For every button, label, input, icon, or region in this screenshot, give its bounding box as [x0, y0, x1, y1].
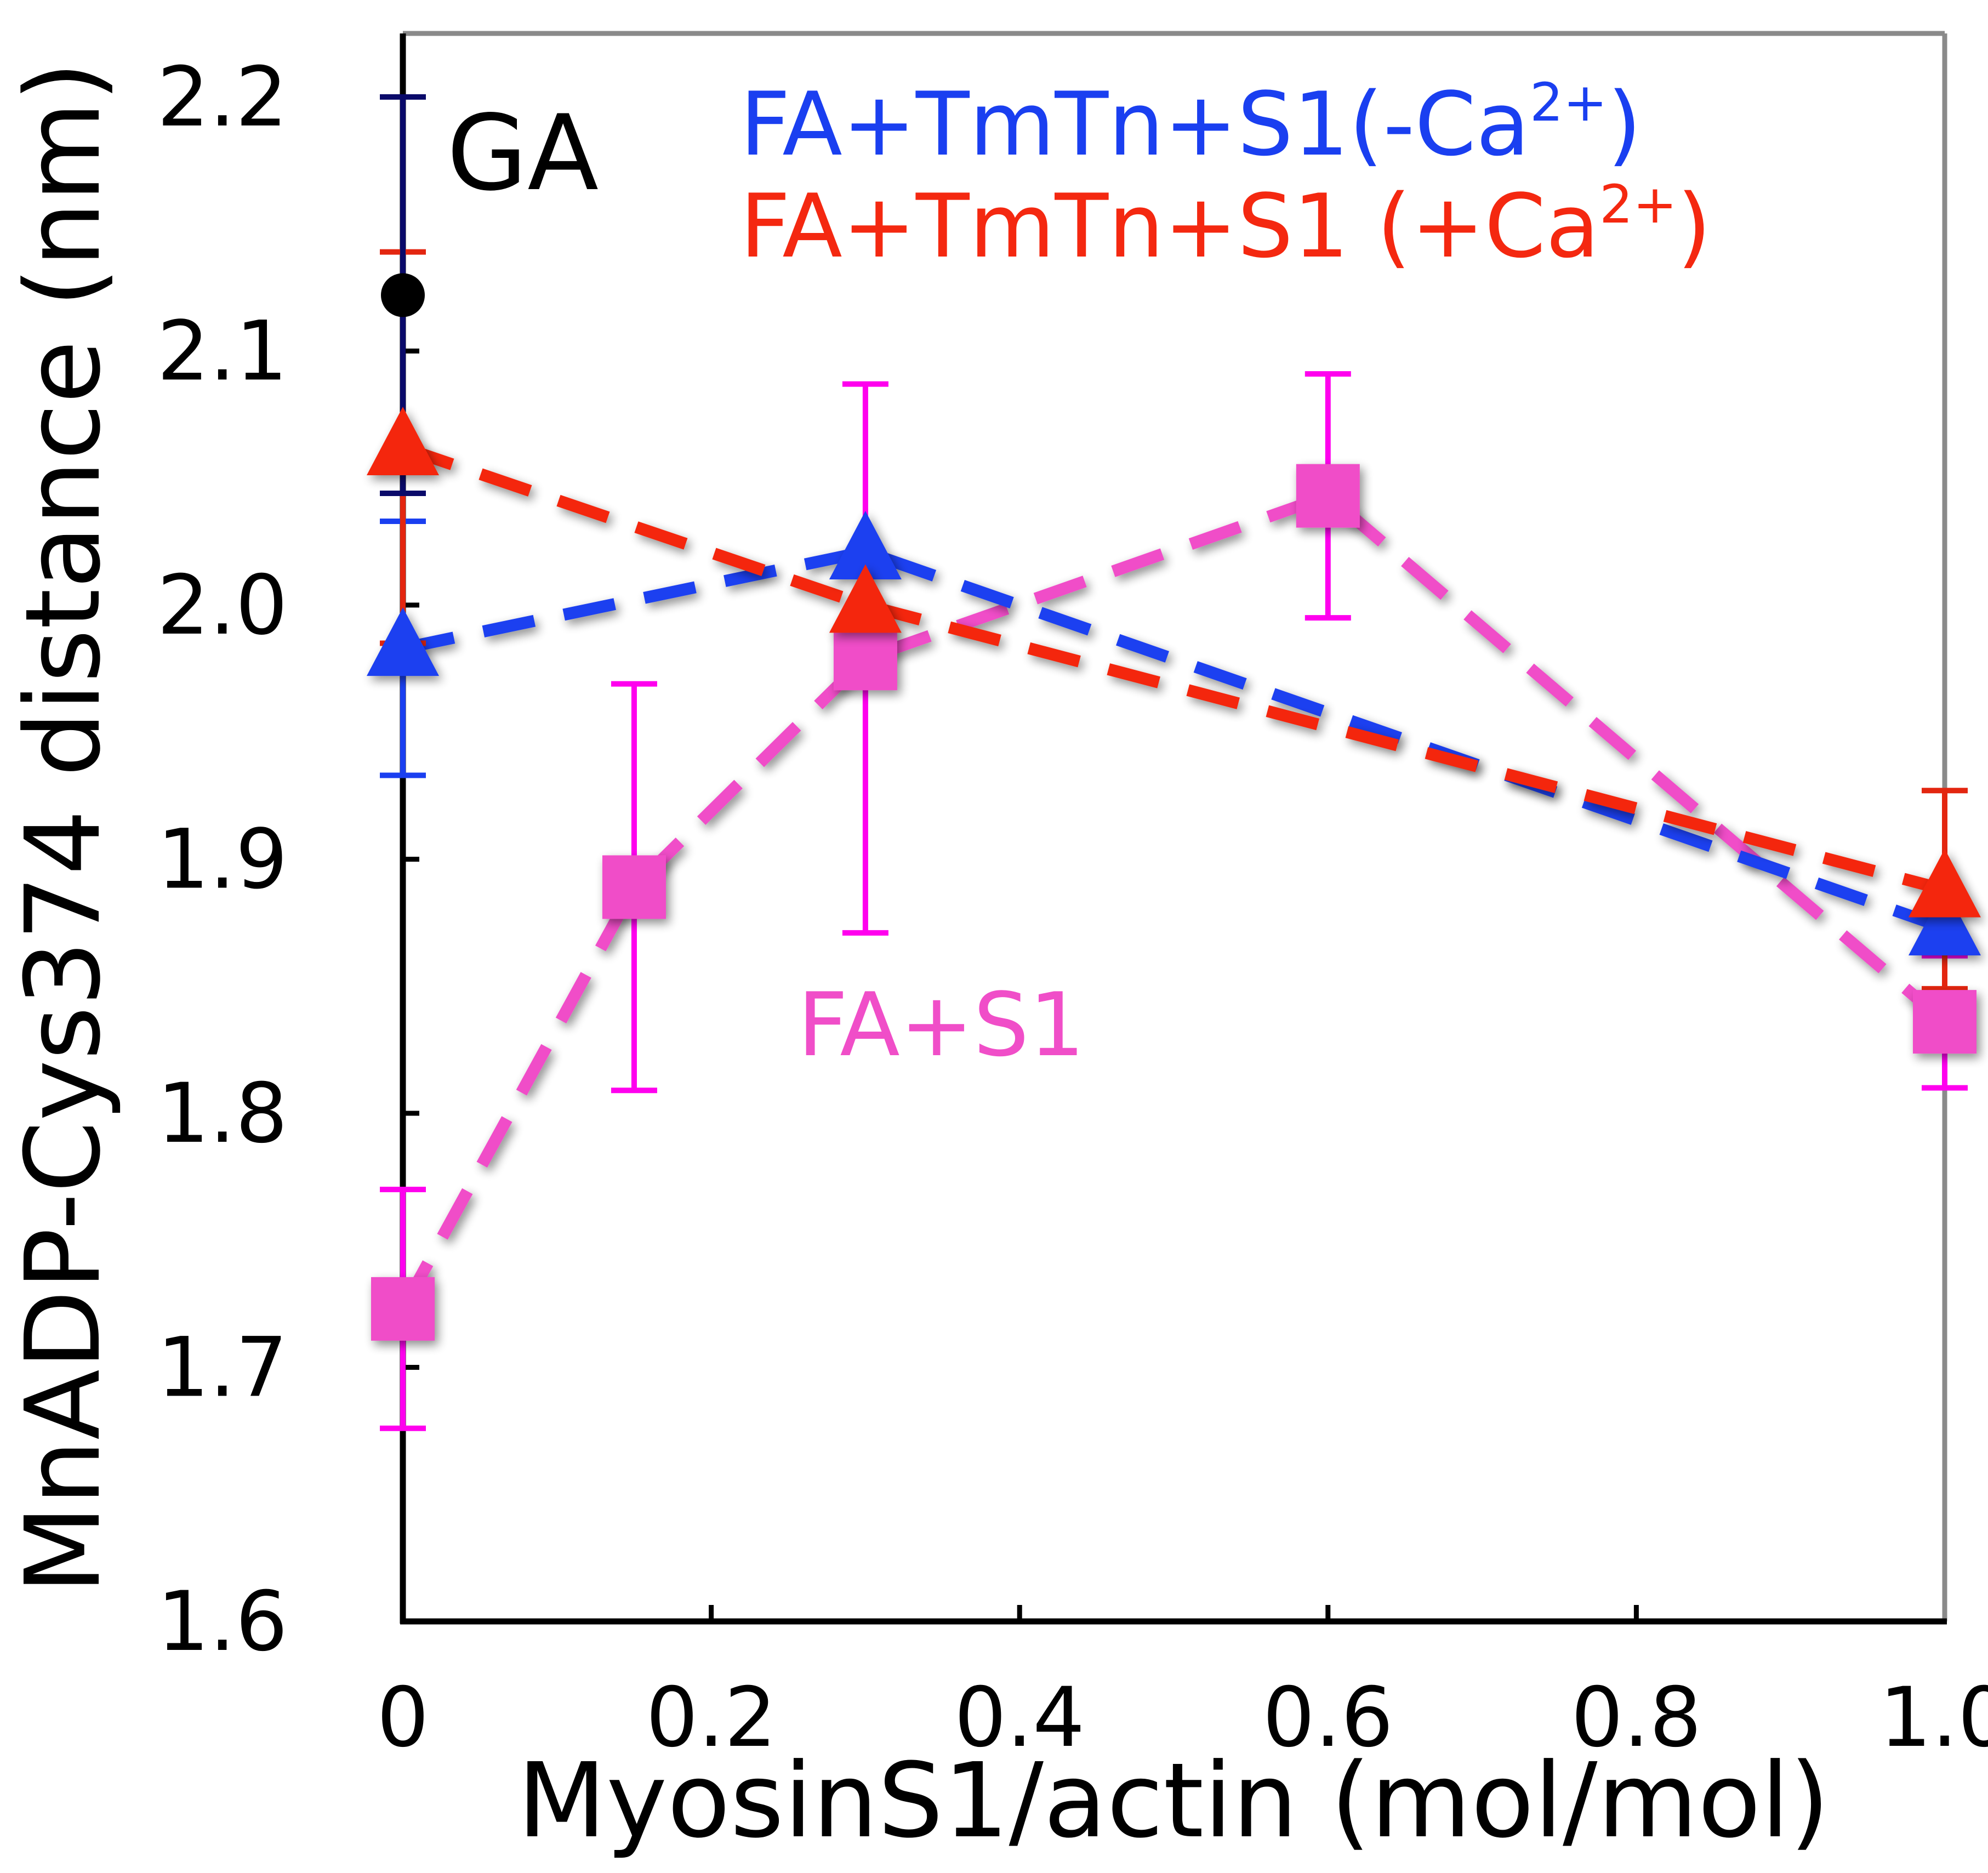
data-point-triangle — [367, 407, 439, 475]
y-tick-label: 1.7 — [157, 1320, 288, 1415]
y-axis-ticks: 1.6 1.7 1.8 1.9 2.0 2.1 2.2 — [157, 50, 419, 1670]
legend-minus-ca-text: FA+TmTn+S1(-Ca — [740, 73, 1530, 175]
data-point-triangle — [829, 564, 902, 633]
y-tick-label: 2.1 — [157, 304, 288, 399]
legend-minus-ca-close: ) — [1607, 73, 1641, 175]
y-tick-label: 1.8 — [157, 1066, 288, 1162]
series-line-fa-s1 — [397, 489, 1949, 1312]
fa-s1-label: FA+S1 — [798, 973, 1085, 1076]
data-point-triangle — [367, 607, 439, 676]
data-point-square — [371, 1277, 435, 1341]
x-axis-ticks: 0 0.2 0.4 0.6 0.8 1.0 — [377, 1605, 1988, 1766]
y-axis-title: MnADP-Cys374 distance (nm) — [3, 61, 123, 1594]
y-tick-label: 1.9 — [157, 812, 288, 907]
legend-plus-ca-close: ) — [1677, 175, 1711, 277]
legend-plus-ca-text: FA+TmTn+S1 (+Ca — [740, 175, 1599, 277]
series-line-tmtn-minus-ca — [401, 545, 1947, 933]
legend-plus-ca-sup: 2+ — [1599, 174, 1677, 235]
x-tick-label: 1.0 — [1879, 1670, 1988, 1766]
data-point-triangle — [1909, 849, 1981, 918]
data-point-square — [602, 855, 666, 919]
legend-minus-ca-sup: 2+ — [1530, 72, 1608, 133]
x-tick-label: 0.4 — [954, 1670, 1085, 1766]
x-tick-label: 0.2 — [646, 1670, 777, 1766]
ga-label: GA — [447, 93, 599, 214]
legend-plus-ca: FA+TmTn+S1 (+Ca2+) — [740, 174, 1711, 277]
x-tick-label: 0 — [377, 1670, 429, 1766]
data-point-triangle — [1909, 887, 1981, 955]
legend-minus-ca: FA+TmTn+S1(-Ca2+) — [740, 72, 1642, 175]
data-point-square — [833, 627, 897, 691]
y-tick-label: 2.2 — [157, 50, 288, 145]
x-tick-label: 0.8 — [1571, 1670, 1702, 1766]
x-tick-label: 0.6 — [1263, 1670, 1394, 1766]
x-axis-title: MyosinS1/actin (mol/mol) — [517, 1741, 1830, 1861]
y-tick-label: 1.6 — [157, 1574, 288, 1670]
data-point-circle — [381, 273, 425, 317]
y-tick-label: 2.0 — [157, 558, 288, 653]
series-layer — [367, 94, 1981, 1431]
data-point-triangle — [829, 511, 902, 579]
data-point-square — [1913, 990, 1976, 1054]
data-point-square — [1296, 464, 1360, 528]
